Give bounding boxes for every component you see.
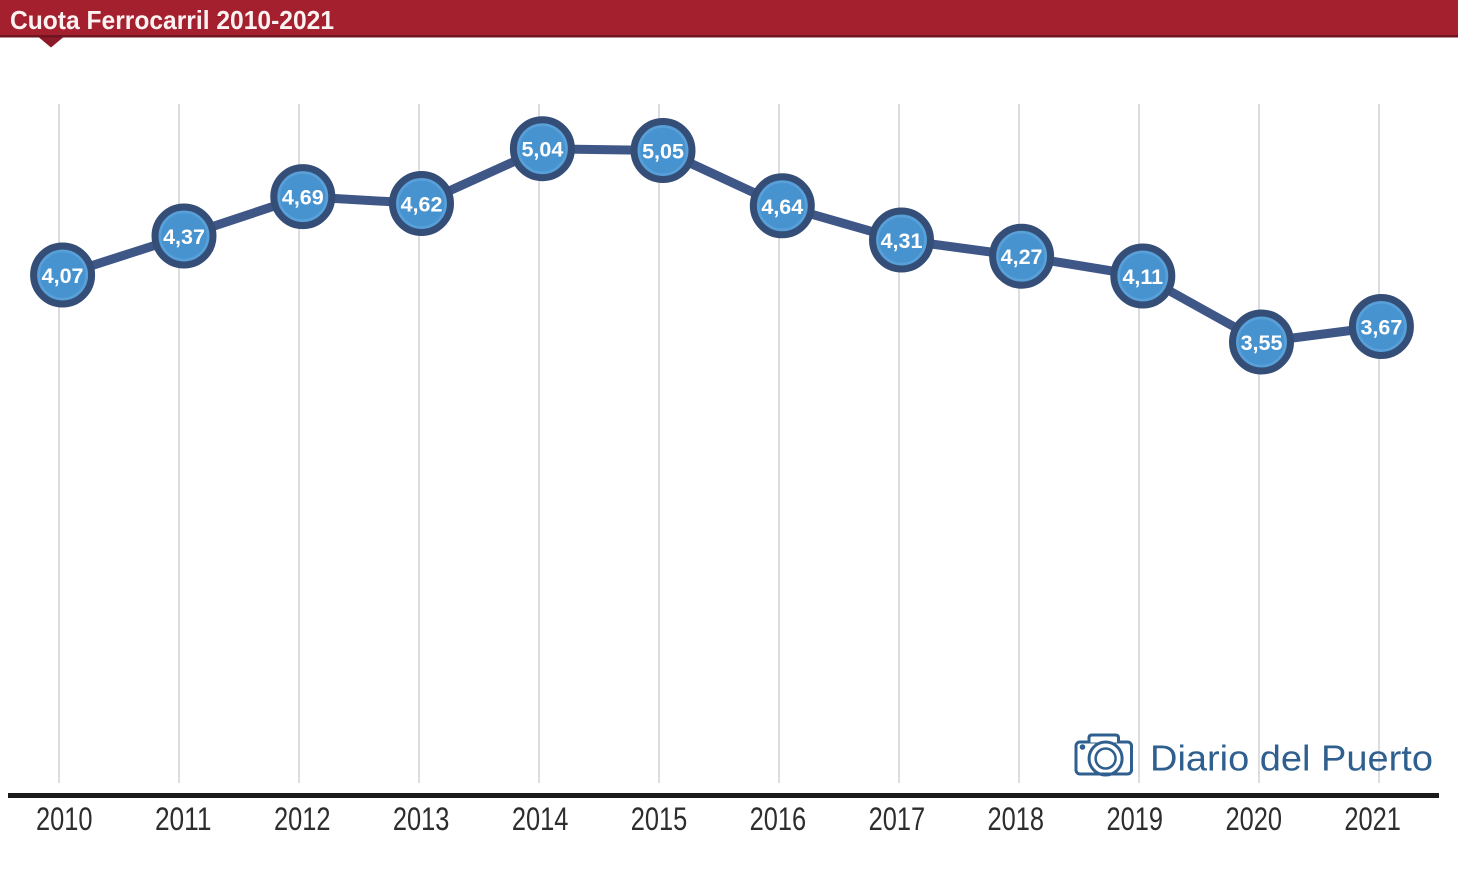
svg-text:2018: 2018 (988, 801, 1045, 837)
svg-text:2014: 2014 (512, 801, 569, 837)
svg-text:Cuota Ferrocarril 2010-2021: Cuota Ferrocarril 2010-2021 (10, 5, 334, 35)
svg-text:2010: 2010 (36, 801, 93, 837)
svg-text:2013: 2013 (393, 801, 450, 837)
svg-text:4,07: 4,07 (42, 264, 84, 288)
svg-text:2015: 2015 (631, 801, 688, 837)
svg-text:2017: 2017 (869, 801, 926, 837)
svg-text:5,04: 5,04 (521, 138, 563, 162)
svg-text:2019: 2019 (1107, 801, 1164, 837)
svg-text:4,62: 4,62 (401, 193, 443, 217)
svg-text:4,37: 4,37 (163, 225, 205, 249)
svg-text:4,31: 4,31 (881, 229, 923, 253)
svg-text:2020: 2020 (1225, 801, 1282, 837)
svg-text:4,11: 4,11 (1122, 265, 1163, 289)
svg-text:5,05: 5,05 (642, 140, 684, 164)
svg-text:3,67: 3,67 (1360, 316, 1402, 340)
svg-text:4,64: 4,64 (761, 195, 803, 219)
svg-text:2021: 2021 (1344, 801, 1401, 837)
svg-text:2011: 2011 (155, 801, 212, 837)
svg-text:4,27: 4,27 (1001, 245, 1043, 269)
svg-text:Diario del Puerto: Diario del Puerto (1150, 738, 1433, 779)
svg-text:2016: 2016 (750, 801, 807, 837)
svg-text:2012: 2012 (274, 801, 331, 837)
svg-text:4,69: 4,69 (282, 186, 324, 210)
svg-text:3,55: 3,55 (1241, 331, 1283, 355)
